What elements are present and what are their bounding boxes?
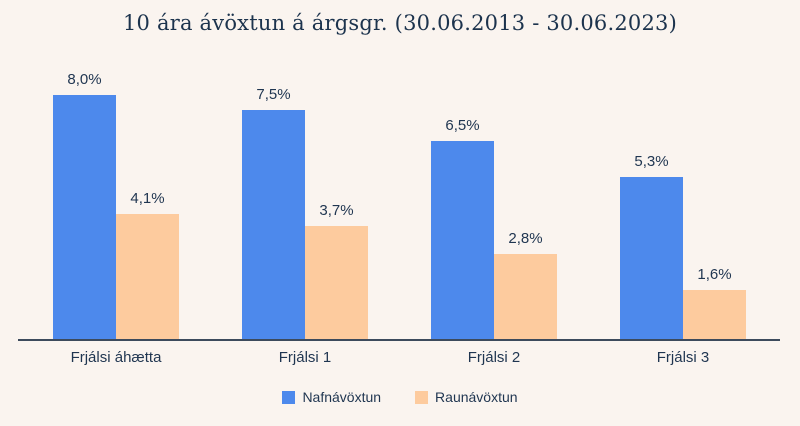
bar-value-label: 4,1% — [130, 190, 165, 207]
legend: Nafnávöxtun Raunávöxtun — [0, 389, 800, 405]
bar-value-label: 3,7% — [319, 202, 354, 219]
bar-nafnavoxtun — [431, 141, 494, 339]
legend-label-nafnavoxtun: Nafnávöxtun — [302, 389, 382, 405]
bar-nafnavoxtun — [53, 95, 116, 339]
bar-raunavoxtun — [683, 290, 746, 339]
bar-value-label: 8,0% — [67, 71, 102, 88]
bar-raunavoxtun — [494, 254, 557, 339]
x-axis-label: Frjálsi 1 — [278, 349, 332, 366]
x-axis-labels: Frjálsi áhætta Frjálsi 1 Frjálsi 2 Frjálsi … — [0, 349, 800, 371]
bar-value-label: 5,3% — [634, 153, 669, 170]
bar-value-label: 1,6% — [697, 266, 732, 283]
bar-raunavoxtun — [116, 214, 179, 339]
chart-title: 10 ára ávöxtun á árgsgr. (30.06.2013 - 3… — [123, 11, 677, 35]
legend-label-raunavoxtun: Raunávöxtun — [435, 389, 518, 405]
legend-swatch-peach-icon — [415, 390, 429, 404]
legend-item-nafnavoxtun: Nafnávöxtun — [282, 389, 381, 405]
x-axis-label: Frjálsi 3 — [656, 349, 710, 366]
bar-nafnavoxtun — [620, 177, 683, 339]
x-axis-label: Frjálsi áhætta — [70, 349, 162, 366]
plot-area: 8,0% 4,1% 7,5% 3,7% 6,5% 2,8% 5,3% 1,6% — [18, 71, 780, 341]
bar-value-label: 2,8% — [508, 230, 543, 247]
x-axis-line — [18, 339, 780, 341]
legend-swatch-blue-icon — [282, 390, 296, 404]
bar-value-label: 7,5% — [256, 86, 291, 103]
bar-value-label: 6,5% — [445, 117, 480, 134]
bar-raunavoxtun — [305, 226, 368, 339]
bar-nafnavoxtun — [242, 110, 305, 339]
x-axis-label: Frjálsi 2 — [467, 349, 521, 366]
legend-item-raunavoxtun: Raunávöxtun — [415, 389, 518, 405]
